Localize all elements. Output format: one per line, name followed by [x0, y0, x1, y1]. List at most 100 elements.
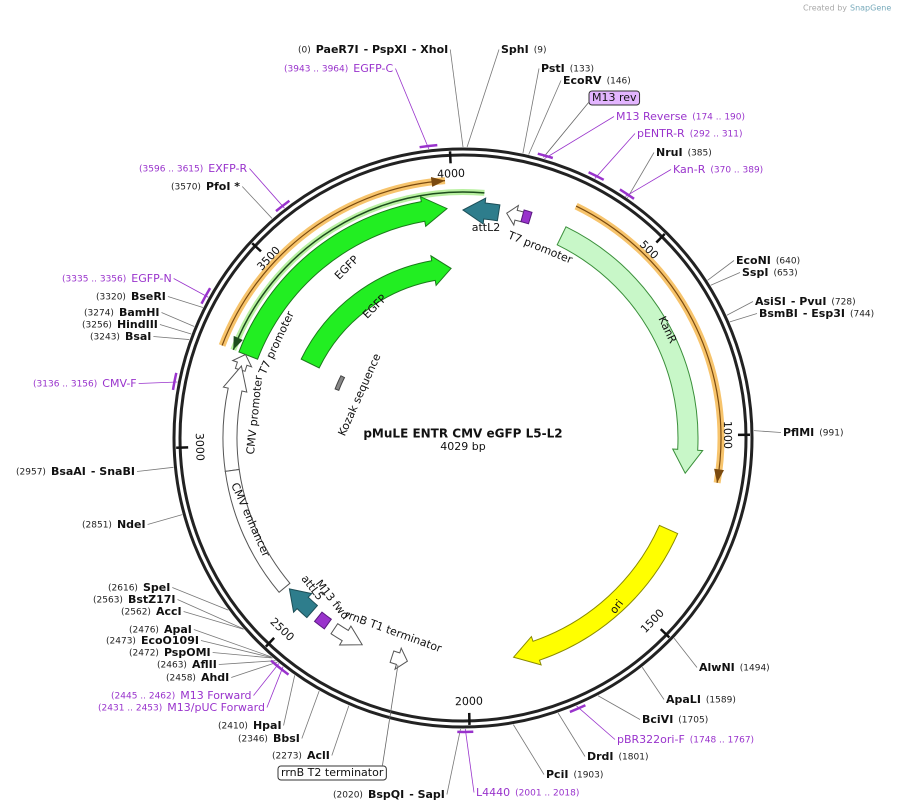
enzyme-site: AsiSI - PvuI (728) [755, 295, 856, 308]
enzyme-site: PstI (133) [541, 62, 594, 75]
enzyme-name: AflII [192, 658, 217, 671]
primer-range: (2445 .. 2462) [111, 692, 175, 702]
feature [389, 646, 409, 671]
enzyme-name: AclI [307, 749, 330, 762]
enzyme-name: AlwNI [699, 661, 735, 674]
primer-site [619, 188, 635, 200]
site-position: (2472) [129, 649, 159, 659]
feature [462, 197, 501, 225]
site-position: (2473) [106, 637, 136, 647]
primer-range: (292 .. 311) [690, 130, 743, 140]
enzyme-site: (3243) BsaI [90, 330, 151, 343]
enzyme-name: DrdI [587, 750, 614, 763]
primer-range: (3943 .. 3964) [284, 65, 348, 75]
site-leader [159, 324, 192, 335]
primer-range: (174 .. 190) [692, 113, 745, 123]
enzyme-site: (3256) HindIII [82, 318, 158, 331]
site-leader [522, 68, 540, 154]
enzyme-name: BsaAI [51, 465, 86, 478]
enzyme-name: PciI [546, 768, 568, 781]
site-position: (640) [776, 257, 800, 267]
site-leader [193, 629, 272, 658]
enzyme-site: (2957) BsaAI - SnaBI [16, 465, 135, 478]
enzyme-name: PfoI * [206, 180, 240, 193]
enzyme-site: (2563) BstZ17I [93, 593, 176, 606]
feature-label: Kozak sequence [336, 351, 384, 438]
primer: Kan-R (370 .. 389) [673, 163, 763, 176]
tick-label: 1000 [721, 421, 734, 449]
site-position: (2463) [157, 661, 187, 671]
created-by: Created by [803, 4, 847, 13]
leader-line [381, 664, 399, 767]
leader-line [543, 101, 590, 158]
site-leader [161, 312, 195, 327]
enzyme-name: BsaI [125, 330, 151, 343]
enzyme-site: (2476) ApaI [129, 623, 192, 636]
enzyme-name: PstI [541, 62, 565, 75]
primer: (2431 .. 2453) M13/pUC Forward [98, 701, 265, 714]
enzyme-name: BsmBI [759, 307, 798, 320]
enzyme-name: PflMI [783, 426, 814, 439]
enzyme-name: HpaI [253, 719, 282, 732]
enzyme-name: SpeI [143, 581, 170, 594]
feature-label-box [588, 90, 641, 106]
enzyme-name: EcoRV [563, 74, 602, 87]
primer-range: (370 .. 389) [710, 166, 763, 176]
site-position: (2410) [218, 722, 248, 732]
site-leader [627, 152, 655, 199]
primer-name: pBR322ori-F [617, 733, 685, 746]
enzyme-name: BamHI [119, 306, 160, 319]
orf-line [232, 191, 485, 351]
backbone-outer [172, 147, 754, 729]
brand: SnapGene [850, 4, 891, 13]
map-title: pMuLE ENTR CMV eGFP L5-L2 [363, 427, 562, 441]
enzyme-site: BciVI (1705) [642, 713, 708, 726]
feature [300, 254, 452, 369]
site-position: (653) [773, 269, 797, 279]
site-leader [153, 336, 190, 340]
enzyme-site: (2616) SpeI [108, 581, 170, 594]
site-position: (9) [534, 46, 547, 56]
enzyme-name: NruI [656, 146, 683, 159]
feature-label: M13 rev [592, 91, 637, 104]
site-leader [726, 301, 754, 316]
enzyme-name: AhdI [201, 671, 229, 684]
enzyme-site: (2851) NdeI [82, 518, 146, 531]
feature [556, 226, 704, 475]
enzyme-site: (0) PaeR7I - PspXI - XhoI [298, 43, 448, 56]
feature [224, 468, 291, 594]
site-leader [147, 514, 183, 525]
site-leader [513, 724, 545, 775]
enzyme-site: (2020) BspQI - SapI [333, 788, 445, 801]
primer-name: pENTR-R [637, 127, 685, 140]
site-position: (133) [570, 65, 594, 75]
enzyme-site: (2463) AflII [157, 658, 217, 671]
primer-name: EXFP-R [208, 162, 247, 175]
enzyme-name: - XhoI [412, 43, 448, 56]
primer-range: (3335 .. 3356) [62, 275, 126, 285]
primer: (3136 .. 3156) CMV-F [33, 377, 137, 390]
feature [512, 524, 679, 666]
site-position: (3274) [84, 309, 114, 319]
orf-arrow [714, 468, 724, 483]
site-leader [212, 652, 273, 659]
site-leader [218, 660, 276, 665]
enzyme-name: BstZ17I [128, 593, 176, 606]
site-position: (1801) [619, 753, 649, 763]
primer-range: (3596 .. 3615) [139, 165, 203, 175]
site-leader [557, 712, 586, 757]
enzyme-name: AccI [156, 605, 182, 618]
tick-mark [655, 233, 666, 244]
primer-leader [594, 133, 636, 179]
enzyme-site: (2458) AhdI [166, 671, 229, 684]
orf-line [221, 180, 446, 346]
primer-range: (2431 .. 2453) [98, 704, 162, 714]
enzyme-name: EcoO109I [141, 634, 199, 647]
site-position: (2563) [93, 596, 123, 606]
site-leader [231, 661, 278, 678]
feature [231, 353, 253, 372]
site-position: (3256) [82, 321, 112, 331]
site-position: (728) [831, 298, 855, 308]
map-length: 4029 bp [440, 440, 485, 453]
